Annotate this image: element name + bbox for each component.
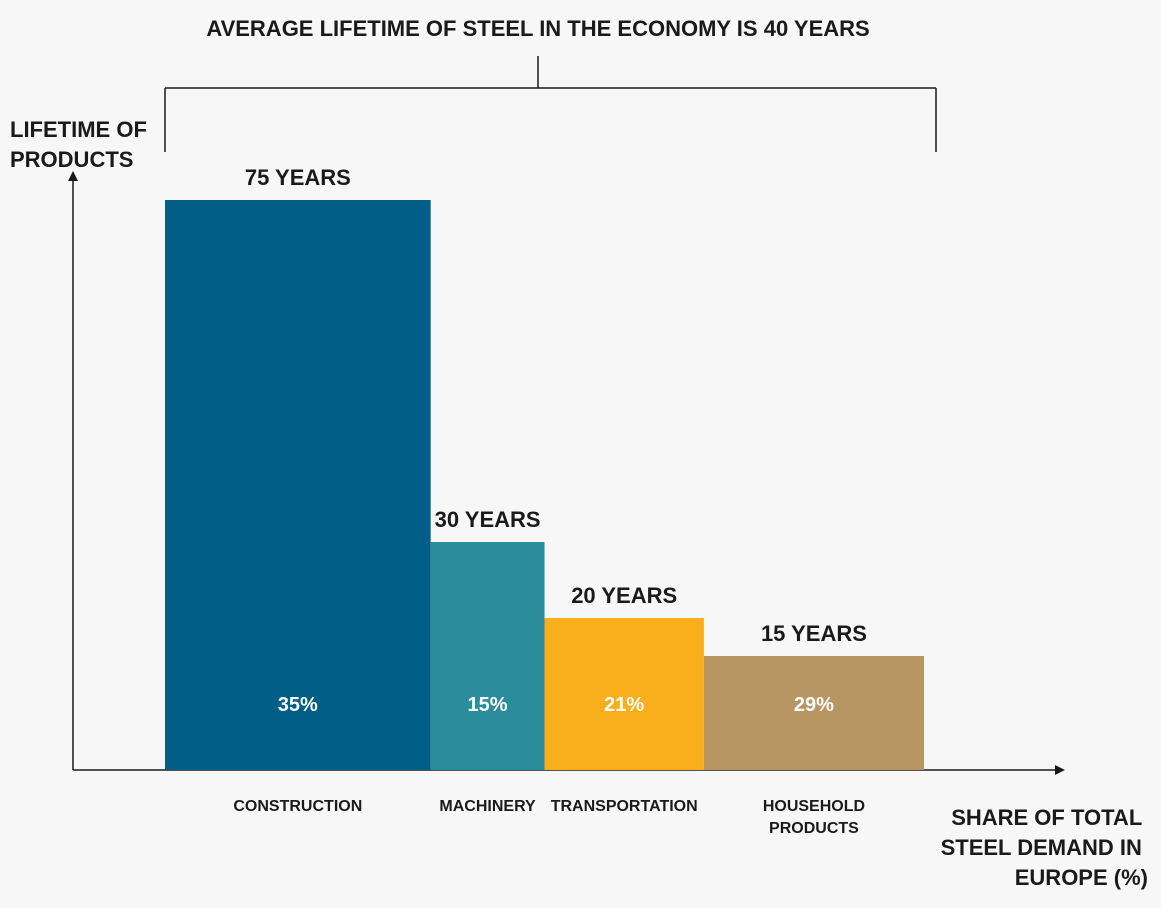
x-axis-label-line: SHARE OF TOTAL	[951, 805, 1142, 830]
bars-group	[165, 200, 924, 770]
bar	[544, 618, 704, 770]
category-label: HOUSEHOLD PRODUCTS	[763, 798, 865, 837]
share-label: 21%	[604, 694, 644, 716]
share-label: 15%	[468, 694, 508, 716]
category-label-line: PRODUCTS	[769, 820, 859, 837]
category-label: MACHINERY	[439, 798, 536, 815]
y-axis-label: LIFETIME OF PRODUCTS	[10, 117, 153, 172]
category-label-line: CONSTRUCTION	[233, 798, 362, 815]
x-axis-label: SHARE OF TOTAL STEEL DEMAND IN EUROPE (%…	[941, 805, 1148, 890]
value-label: 15 YEARS	[761, 621, 867, 646]
x-axis-label-line: EUROPE (%)	[1015, 865, 1148, 890]
bar	[703, 656, 924, 770]
value-label: 30 YEARS	[435, 507, 541, 532]
category-label-line: HOUSEHOLD	[763, 798, 865, 815]
y-axis-label-line: LIFETIME OF	[10, 117, 147, 142]
category-label: TRANSPORTATION	[551, 798, 698, 815]
labels-group: 75 YEARS 35% CONSTRUCTION 30 YEARS 15% MACHIN…	[233, 165, 867, 837]
share-label: 29%	[794, 694, 834, 716]
bar	[165, 200, 431, 770]
share-label: 35%	[278, 694, 318, 716]
y-axis-label-line: PRODUCTS	[10, 147, 133, 172]
value-label: 20 YEARS	[571, 583, 677, 608]
bar	[430, 542, 545, 770]
category-label: CONSTRUCTION	[233, 798, 362, 815]
value-label: 75 YEARS	[245, 165, 351, 190]
chart-title: AVERAGE LIFETIME OF STEEL IN THE ECONOMY…	[206, 16, 869, 41]
category-label-line: TRANSPORTATION	[551, 798, 698, 815]
category-label-line: MACHINERY	[439, 798, 536, 815]
title-bracket	[164, 56, 937, 152]
x-axis-label-line: STEEL DEMAND IN	[941, 835, 1142, 860]
